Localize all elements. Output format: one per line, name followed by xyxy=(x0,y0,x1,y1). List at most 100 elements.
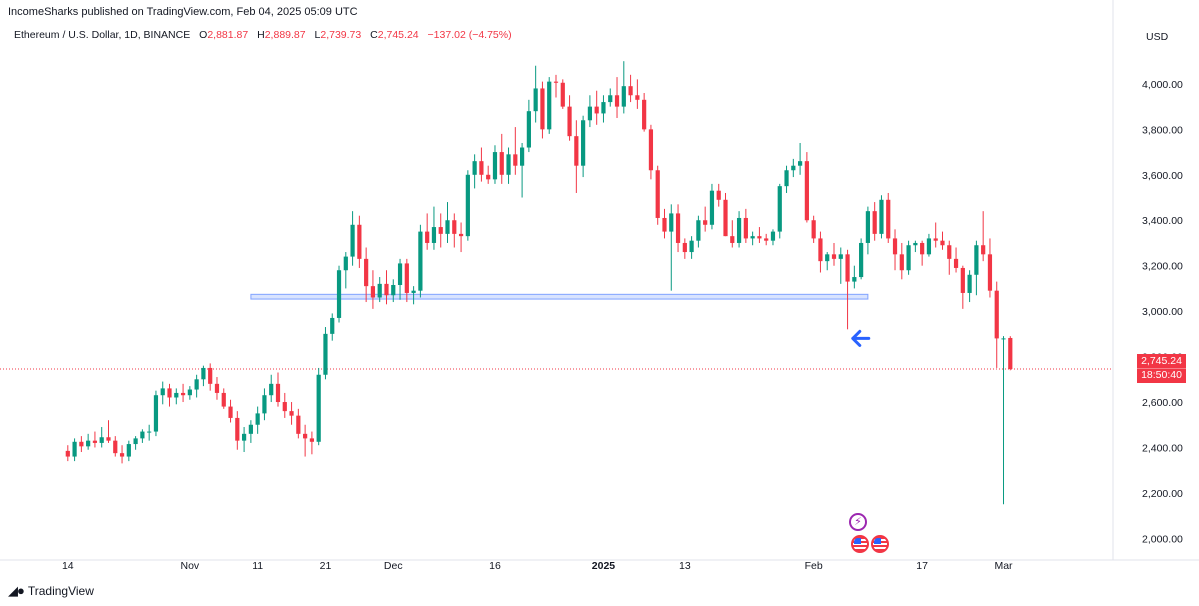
candle-body xyxy=(1008,337,1013,370)
candle-body xyxy=(119,453,125,457)
candle-body xyxy=(974,245,979,275)
us-flag-event-icon[interactable] xyxy=(871,535,889,553)
candle-body xyxy=(696,220,701,241)
candle-body xyxy=(241,433,247,441)
candle-body xyxy=(214,383,220,393)
candle-body xyxy=(899,254,904,271)
x-tick-label: 13 xyxy=(679,560,691,572)
candle-body xyxy=(187,389,192,396)
candle-body xyxy=(987,254,993,291)
candle-body xyxy=(86,440,91,447)
candle-body xyxy=(750,236,755,239)
candle-body xyxy=(689,240,694,253)
currency-label[interactable]: USD xyxy=(1146,31,1169,43)
lightning-event-icon[interactable]: ⚡ xyxy=(849,513,867,531)
candle-body xyxy=(920,242,925,255)
candle-body xyxy=(608,95,613,103)
candle-body xyxy=(567,106,572,137)
candle-body xyxy=(350,224,355,257)
candle-body xyxy=(906,245,911,271)
candle-body xyxy=(1001,338,1006,340)
candle-body xyxy=(269,383,274,396)
x-tick-label: 14 xyxy=(62,560,74,572)
candle-body xyxy=(377,283,382,298)
candle-body xyxy=(818,238,823,262)
close-value: 2,745.24 xyxy=(377,29,419,41)
last-price-value: 2,745.24 xyxy=(1141,355,1182,367)
candle-body xyxy=(831,254,837,259)
candle-body xyxy=(940,240,945,246)
candle-body xyxy=(92,440,98,443)
symbol-title[interactable]: Ethereum / U.S. Dollar, 1D, BINANCE xyxy=(14,29,191,41)
x-tick-label: 21 xyxy=(320,560,332,572)
change-value: −137.02 (−4.75%) xyxy=(427,29,512,41)
y-tick-label: 2,400.00 xyxy=(1142,442,1183,454)
candle-body xyxy=(913,242,918,246)
candle-body xyxy=(201,367,206,380)
candle-body xyxy=(499,152,504,175)
candle-body xyxy=(309,438,315,442)
candle-body xyxy=(153,395,159,432)
candle-body xyxy=(316,374,321,442)
last-price-tag: 2,745.24 18:50:40 xyxy=(1137,354,1186,383)
candle-body xyxy=(289,411,294,416)
candle-body xyxy=(933,238,938,241)
candle-body xyxy=(492,152,498,180)
x-tick-label: Dec xyxy=(384,560,403,572)
candle-body xyxy=(547,81,552,130)
candle-body xyxy=(716,190,721,200)
candle-body xyxy=(947,245,952,259)
candle-body xyxy=(594,106,599,114)
candle-body xyxy=(709,190,715,225)
candle-body xyxy=(425,231,430,243)
candle-body xyxy=(967,274,972,293)
candle-body xyxy=(770,231,776,241)
candle-body xyxy=(458,233,464,237)
candle-body xyxy=(194,379,199,390)
candle-body xyxy=(404,263,409,293)
candle-body xyxy=(391,285,396,296)
candle-body xyxy=(764,238,769,241)
candle-body xyxy=(262,395,267,414)
candle-body xyxy=(574,136,579,166)
close-label: C xyxy=(370,29,378,41)
candle-body xyxy=(743,217,748,239)
y-tick-label: 2,000.00 xyxy=(1142,533,1183,545)
candle-body xyxy=(282,402,287,412)
us-flag-event-icon[interactable] xyxy=(851,535,869,553)
candle-body xyxy=(540,88,545,130)
candle-body xyxy=(859,242,864,278)
candle-body xyxy=(79,441,84,447)
candle-body xyxy=(926,238,932,255)
candle-body xyxy=(784,170,789,187)
candle-body xyxy=(438,227,443,234)
x-tick-label: Mar xyxy=(994,560,1013,572)
candle-body xyxy=(221,392,226,407)
candle-body xyxy=(581,120,586,166)
candle-body xyxy=(255,413,260,425)
candle-body xyxy=(642,99,647,130)
candle-body xyxy=(126,444,131,457)
candle-body xyxy=(886,199,891,239)
candle-body xyxy=(960,267,965,293)
candle-body xyxy=(336,270,342,318)
candle-body xyxy=(418,231,423,291)
candle-body xyxy=(384,283,389,296)
candle-body xyxy=(845,254,850,282)
candle-body xyxy=(621,86,626,107)
candle-body xyxy=(275,383,281,403)
open-value: 2,881.87 xyxy=(207,29,249,41)
footer-brand[interactable]: TradingView xyxy=(27,584,94,598)
candle-body xyxy=(811,220,816,239)
tradingview-logo-icon: ◢● xyxy=(8,583,25,598)
candle-body xyxy=(513,154,518,166)
candle-body xyxy=(601,102,606,114)
y-tick-label: 4,000.00 xyxy=(1142,79,1183,91)
candle-body xyxy=(506,154,511,175)
symbol-legend: Ethereum / U.S. Dollar, 1D, BINANCE O2,8… xyxy=(14,29,512,41)
candle-body xyxy=(472,161,477,175)
candle-body xyxy=(865,211,871,243)
y-tick-label: 3,600.00 xyxy=(1142,170,1183,182)
y-tick-label: 3,400.00 xyxy=(1142,215,1183,227)
